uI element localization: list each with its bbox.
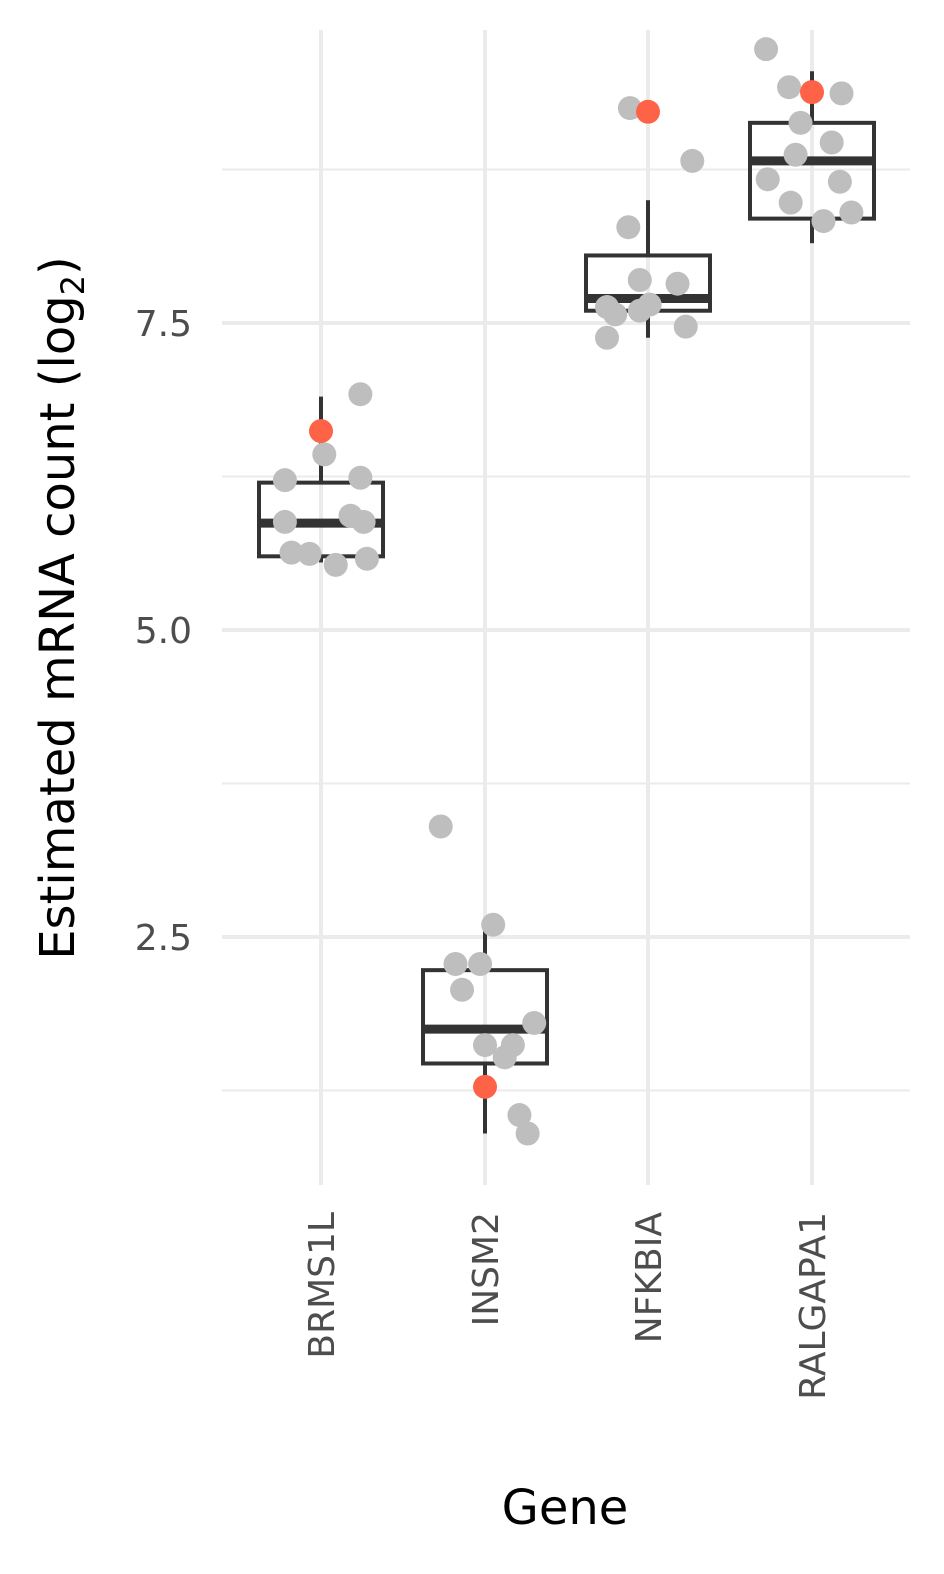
data-point [616, 215, 641, 240]
point-layer [272, 37, 864, 1146]
data-point [839, 200, 864, 225]
data-point [351, 509, 376, 534]
data-point [515, 1121, 540, 1146]
data-point [829, 81, 854, 106]
x-axis-title: Gene [502, 1480, 629, 1536]
data-point [323, 552, 348, 577]
data-point [778, 190, 803, 215]
y-tick-label: 5.0 [135, 611, 192, 652]
highlighted-point [309, 419, 333, 444]
data-point [819, 130, 844, 155]
x-tick-label-nfkbia: NFKBIA [629, 1212, 670, 1344]
highlighted-point [636, 99, 660, 124]
x-tick-labels: BRMS1L INSM2 NFKBIA RALGAPA1 [302, 1212, 834, 1400]
data-point [777, 75, 802, 100]
data-point [473, 1033, 497, 1058]
data-point [272, 509, 297, 534]
data-point [783, 142, 808, 167]
x-tick-label-ralgapa1: RALGAPA1 [793, 1212, 834, 1400]
y-tick-label: 2.5 [135, 918, 192, 959]
data-point [312, 442, 337, 467]
y-axis-title: Estimated mRNA count (log2) [30, 256, 92, 960]
highlighted-point [473, 1074, 497, 1099]
box-layer [257, 71, 876, 1134]
data-point [297, 541, 322, 566]
data-point [673, 314, 698, 339]
y-axis-title-main: Estimated mRNA count (log [30, 295, 86, 959]
data-point [827, 169, 852, 194]
data-point [627, 268, 652, 293]
data-point [348, 382, 373, 407]
x-tick-label-insm2: INSM2 [466, 1212, 507, 1326]
data-point [595, 325, 619, 350]
y-tick-labels: 2.5 5.0 7.5 [135, 304, 192, 959]
data-point [468, 952, 493, 977]
data-point [811, 209, 836, 234]
data-point [450, 977, 475, 1002]
data-point [428, 814, 453, 839]
data-point [348, 465, 373, 490]
data-point [279, 540, 304, 565]
data-point [755, 167, 780, 192]
data-point [507, 1103, 532, 1128]
y-axis-title-close: ) [30, 256, 86, 275]
data-point [665, 271, 690, 296]
data-point [754, 37, 779, 62]
y-axis-title-subscript: 2 [54, 275, 92, 295]
data-point [680, 148, 705, 173]
grid-lines [222, 30, 910, 1185]
data-point [627, 298, 652, 323]
highlighted-point [800, 80, 824, 105]
data-point [603, 302, 628, 327]
data-point [354, 546, 379, 571]
data-point [522, 1010, 547, 1035]
data-point [617, 96, 642, 121]
data-point [272, 468, 297, 493]
x-tick-label-brms1l: BRMS1L [302, 1212, 343, 1359]
y-tick-label: 7.5 [135, 304, 192, 345]
data-point [788, 110, 813, 135]
data-point [481, 912, 506, 937]
data-point [443, 952, 468, 977]
data-point [492, 1045, 517, 1070]
